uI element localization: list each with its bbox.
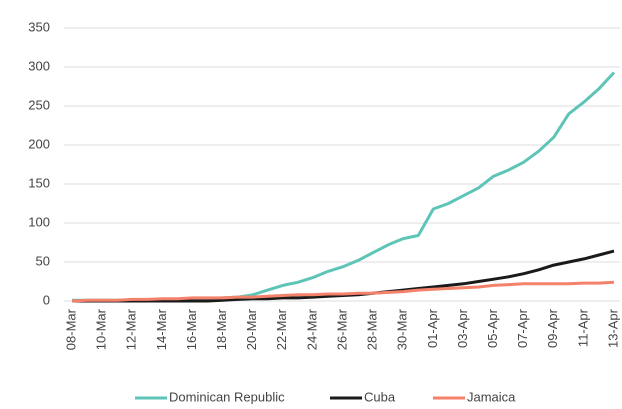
x-tick-label: 07-Apr <box>515 308 530 348</box>
x-tick-label: 03-Apr <box>455 308 470 348</box>
y-tick-label: 50 <box>36 253 50 268</box>
y-tick-label: 0 <box>43 292 50 307</box>
x-tick-label: 11-Apr <box>575 308 590 347</box>
y-tick-label: 150 <box>28 175 50 190</box>
legend-label: Dominican Republic <box>169 389 285 404</box>
legend-label: Jamaica <box>467 389 516 404</box>
x-tick-label: 26-Mar <box>334 308 349 350</box>
x-tick-label: 30-Mar <box>395 308 410 350</box>
y-tick-label: 200 <box>28 136 50 151</box>
x-tick-label: 16-Mar <box>184 308 199 350</box>
x-tick-label: 28-Mar <box>365 308 380 350</box>
y-tick-label: 350 <box>28 19 50 34</box>
y-tick-label: 100 <box>28 214 50 229</box>
line-series <box>71 280 615 303</box>
x-tick-label: 12-Mar <box>124 308 139 350</box>
x-tick-label: 14-Mar <box>154 308 169 350</box>
x-tick-label: 01-Apr <box>425 308 440 348</box>
x-tick-label: 22-Mar <box>274 308 289 350</box>
x-tick-label: 24-Mar <box>304 308 319 350</box>
x-tick-label: 10-Mar <box>94 308 109 350</box>
y-tick-label: 250 <box>28 97 50 112</box>
x-tick-label: 13-Apr <box>605 308 620 348</box>
legend-label: Cuba <box>364 389 396 404</box>
x-tick-label: 18-Mar <box>214 308 229 350</box>
y-tick-label: 300 <box>28 58 50 73</box>
x-tick-label: 08-Mar <box>63 308 78 350</box>
x-tick-label: 09-Apr <box>545 308 560 348</box>
line-series <box>72 71 616 302</box>
x-tick-label: 20-Mar <box>244 308 259 350</box>
x-tick-label: 05-Apr <box>485 308 500 348</box>
